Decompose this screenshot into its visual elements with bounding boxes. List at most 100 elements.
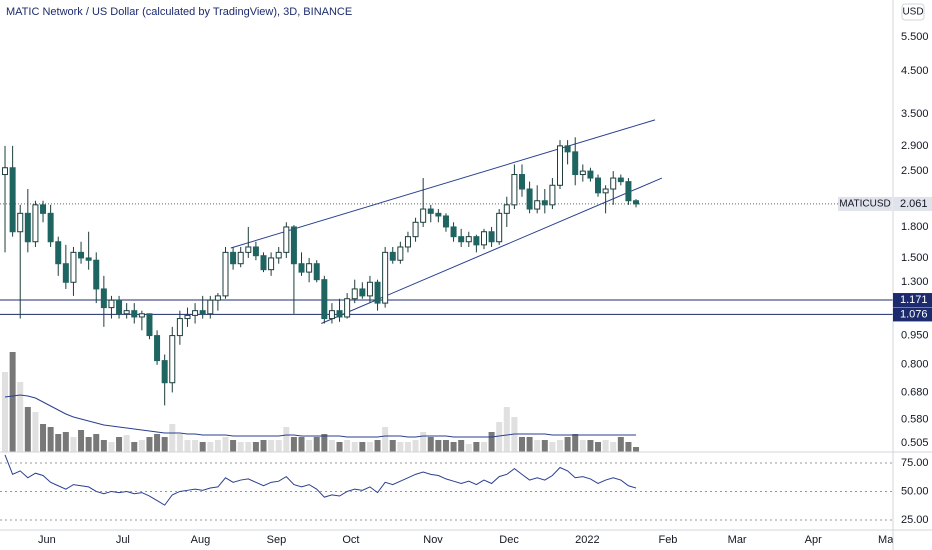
candle-body [442, 215, 449, 228]
candle-body [549, 184, 556, 206]
candle-body [313, 263, 320, 281]
volume-bar [336, 442, 343, 452]
volume-bar [24, 407, 31, 452]
volume-bar [473, 442, 480, 452]
candle-body [290, 226, 297, 265]
volume-bar [579, 440, 586, 452]
volume-bar [290, 437, 297, 452]
price-tag-label: 2.061 [900, 198, 928, 210]
candle-body [100, 288, 107, 309]
candle-body [40, 204, 47, 214]
volume-bar [268, 440, 275, 452]
volume-bar [397, 442, 404, 452]
candle-body [283, 226, 290, 253]
y-tick-label: 2.500 [901, 165, 929, 177]
volume-bar [2, 372, 9, 452]
level-tag-label: 1.171 [900, 294, 928, 306]
volume-bar [382, 427, 389, 452]
x-tick-label: Feb [658, 534, 677, 546]
volume-bar [625, 442, 632, 452]
candle-body [564, 145, 571, 153]
x-tick-label: Nov [423, 534, 443, 546]
axis-background [893, 0, 932, 550]
volume-bar [184, 440, 191, 452]
rsi-line [4, 454, 637, 506]
candle-body [161, 360, 168, 384]
candle-body [131, 310, 138, 318]
candle-body [382, 251, 389, 304]
volume-bar [161, 437, 168, 452]
volume-bar [78, 430, 85, 452]
volume-bar [465, 444, 472, 452]
volume-bar [564, 437, 571, 452]
y-tick-label: 0.950 [901, 329, 929, 341]
candle-body [24, 212, 31, 243]
candle-body [389, 251, 396, 261]
volume-bar [230, 440, 237, 452]
candle-body [359, 288, 366, 297]
candle-body [2, 167, 9, 176]
rsi-tick-label: 75.00 [901, 457, 929, 469]
x-tick-label: Apr [805, 534, 822, 546]
candle-body [427, 208, 434, 214]
candle-body [625, 181, 632, 202]
volume-bar [260, 440, 267, 452]
volume-bar [602, 440, 609, 452]
candle-body [78, 251, 85, 259]
candle-body [572, 151, 579, 176]
candle-body [138, 313, 145, 318]
candle-body [488, 231, 495, 243]
candle-body [17, 212, 24, 233]
candle-body [260, 255, 267, 271]
candle-body [610, 177, 617, 190]
candle-body [511, 174, 518, 206]
y-tick-label: 0.580 [901, 413, 929, 425]
candle-body [435, 212, 442, 217]
volume-bar [412, 440, 419, 452]
volume-bar [100, 440, 107, 452]
volume-bar [283, 427, 290, 452]
candle-body [450, 226, 457, 238]
y-tick-label: 1.300 [901, 276, 929, 288]
x-tick-label: Dec [499, 534, 519, 546]
volume-bar [9, 352, 16, 452]
volume-bar [328, 440, 335, 452]
candle-body [230, 251, 237, 265]
candle-body [557, 145, 564, 186]
volume-bar [549, 442, 556, 452]
candle-body [412, 221, 419, 238]
volume-bar [488, 432, 495, 452]
volume-bar [503, 407, 510, 452]
rsi-tick-label: 50.00 [901, 485, 929, 497]
volume-bar [222, 437, 229, 452]
y-tick-label: 5.500 [901, 31, 929, 43]
level-tag [893, 293, 932, 308]
price-name-label: MATICUSD [839, 199, 890, 210]
candle-body [579, 170, 586, 176]
trendline [230, 119, 656, 249]
volume-bar [572, 434, 579, 452]
y-tick-label: 4.500 [901, 65, 929, 77]
volume-bar [17, 382, 24, 452]
x-tick-label: 2022 [575, 534, 599, 546]
volume-bar [420, 432, 427, 452]
candle-body [207, 299, 214, 315]
candle-body [617, 177, 624, 183]
volume-bar [389, 440, 396, 452]
candle-body [47, 212, 54, 243]
volume-bar [595, 442, 602, 452]
volume-bar [207, 442, 214, 452]
chart-title: MATIC Network / US Dollar (calculated by… [6, 6, 352, 18]
volume-ma-line [4, 394, 637, 438]
volume-bar [55, 434, 62, 452]
candle-body [268, 257, 275, 271]
x-tick-label: Jun [38, 534, 56, 546]
volume-bar [138, 440, 145, 452]
volume-bar [146, 437, 153, 452]
candle-body [633, 200, 640, 205]
volume-bar [518, 437, 525, 452]
candle-body [108, 299, 115, 309]
volume-bar [298, 437, 305, 452]
volume-bar [359, 442, 366, 452]
candle-body [169, 335, 176, 384]
